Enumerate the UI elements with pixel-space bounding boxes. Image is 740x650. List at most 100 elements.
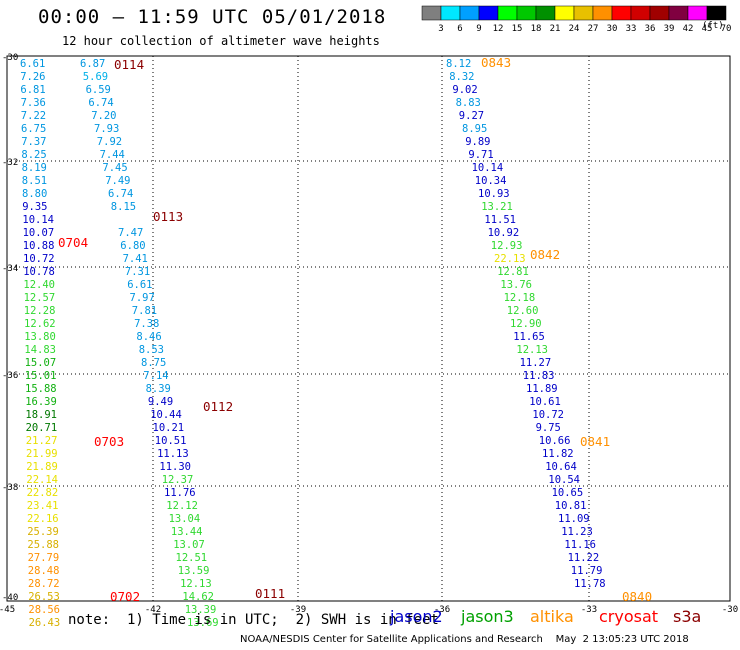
wave-height-value: 9.75 (536, 422, 561, 434)
wave-height-value: 6.61 (127, 279, 152, 291)
colorbar-tick-label: 70 (721, 24, 732, 34)
wave-height-value: 11.65 (513, 331, 545, 343)
wave-height-value: 7.92 (97, 136, 122, 148)
colorbar-tick-label: 18 (531, 24, 542, 34)
wave-height-value: 8.46 (136, 331, 161, 343)
wave-height-value: 7.49 (105, 175, 130, 187)
wave-height-value: 9.71 (468, 149, 493, 161)
wave-height-value: 13.69 (187, 617, 219, 629)
wave-height-value: 10.14 (22, 214, 54, 226)
colorbar-tick-label: 6 (457, 24, 462, 34)
pass-time-label: 0843 (481, 55, 511, 70)
wave-height-value: 28.48 (28, 565, 60, 577)
wave-height-value: 22.14 (26, 474, 58, 486)
wave-height-value: 9.02 (452, 84, 477, 96)
wave-height-value: 7.45 (102, 162, 127, 174)
wave-height-value: 11.16 (564, 539, 596, 551)
wave-height-value: 20.71 (26, 422, 58, 434)
colorbar-tick-label: 9 (476, 24, 481, 34)
pass-time-label: 0702 (110, 589, 140, 604)
wave-height-value: 10.93 (478, 188, 510, 200)
colorbar-swatch (421, 5, 442, 21)
wave-height-value: 22.82 (27, 487, 59, 499)
page-subtitle: 12 hour collection of altimeter wave hei… (62, 34, 380, 48)
wave-height-value: 7.37 (21, 136, 46, 148)
legend-entry: jason3 (461, 607, 514, 626)
wave-height-value: 10.78 (23, 266, 55, 278)
wave-height-value: 10.51 (155, 435, 187, 447)
wave-height-value: 12.13 (516, 344, 548, 356)
wave-height-value: 10.72 (23, 253, 55, 265)
wave-height-value: 8.19 (22, 162, 47, 174)
colorbar-swatch (649, 5, 670, 21)
wave-height-value: 9.35 (22, 201, 47, 213)
wave-height-value: 8.25 (21, 149, 46, 161)
wave-height-value: 6.80 (120, 240, 145, 252)
wave-height-value: 27.79 (28, 552, 60, 564)
wave-height-value: 10.65 (552, 487, 584, 499)
latitude-tick-label: -36 (2, 371, 18, 381)
legend-entry: altika (530, 607, 574, 626)
longitude-tick-label: -42 (145, 605, 161, 615)
wave-height-value: 8.39 (146, 383, 171, 395)
wave-height-value: 11.23 (561, 526, 593, 538)
wave-height-value: 7.47 (118, 227, 143, 239)
legend-entry: s3a (673, 607, 702, 626)
pass-time-label: 0703 (94, 434, 124, 449)
wave-height-value: 8.80 (22, 188, 47, 200)
wave-height-value: 8.15 (111, 201, 136, 213)
wave-height-value: 6.61 (20, 58, 45, 70)
legend-entry: cryosat (599, 607, 659, 626)
pass-time-label: 0112 (203, 399, 233, 414)
wave-height-value: 9.49 (148, 396, 173, 408)
wave-height-value: 6.74 (108, 188, 133, 200)
wave-height-value: 7.20 (91, 110, 116, 122)
wave-height-value: 12.81 (497, 266, 529, 278)
wave-height-value: 13.39 (185, 604, 217, 616)
wave-height-value: 21.27 (26, 435, 58, 447)
pass-time-label: 0113 (153, 209, 183, 224)
wave-height-value: 25.39 (27, 526, 59, 538)
pass-time-label: 0704 (58, 235, 88, 250)
colorbar-tick-label: 39 (664, 24, 675, 34)
wave-height-value: 7.38 (134, 318, 159, 330)
wave-height-value: 10.88 (23, 240, 55, 252)
longitude-tick-label: -45 (0, 605, 15, 615)
pass-time-label: 0842 (530, 247, 560, 262)
colorbar-swatch (497, 5, 518, 21)
wave-height-value: 13.07 (173, 539, 205, 551)
colorbar-swatch (478, 5, 499, 21)
wave-height-value: 12.18 (504, 292, 536, 304)
wave-height-value: 6.75 (21, 123, 46, 135)
latitude-tick-label: -38 (2, 483, 18, 493)
colorbar-swatch (516, 5, 537, 21)
wave-height-value: 13.80 (24, 331, 56, 343)
colorbar-swatch (440, 5, 461, 21)
wave-height-value: 13.59 (178, 565, 210, 577)
pass-time-label: 0841 (580, 434, 610, 449)
wave-height-value: 7.93 (94, 123, 119, 135)
colorbar-tick-label: 42 (683, 24, 694, 34)
wave-height-value: 6.74 (88, 97, 113, 109)
wave-height-value: 12.13 (180, 578, 212, 590)
colorbar-tick-label: 33 (626, 24, 637, 34)
wave-height-value: 15.01 (25, 370, 57, 382)
wave-height-value: 8.32 (449, 71, 474, 83)
wave-height-value: 23.41 (27, 500, 59, 512)
pass-time-label: 0114 (114, 57, 144, 72)
wave-height-value: 8.53 (139, 344, 164, 356)
wave-height-value: 7.36 (21, 97, 46, 109)
wave-height-value: 11.89 (526, 383, 558, 395)
wave-height-value: 22.16 (27, 513, 59, 525)
longitude-tick-label: -36 (434, 605, 450, 615)
wave-height-value: 7.44 (100, 149, 125, 161)
colorbar-tick-label: 45 (702, 24, 713, 34)
colorbar-tick-label: 15 (512, 24, 523, 34)
colorbar-swatch (573, 5, 594, 21)
page-title: 00:00 – 11:59 UTC 05/01/2018 (38, 6, 387, 28)
colorbar-swatch (535, 5, 556, 21)
wave-height-value: 10.64 (545, 461, 577, 473)
colorbar-tick-label: 21 (550, 24, 561, 34)
wave-height-value: 10.07 (23, 227, 55, 239)
